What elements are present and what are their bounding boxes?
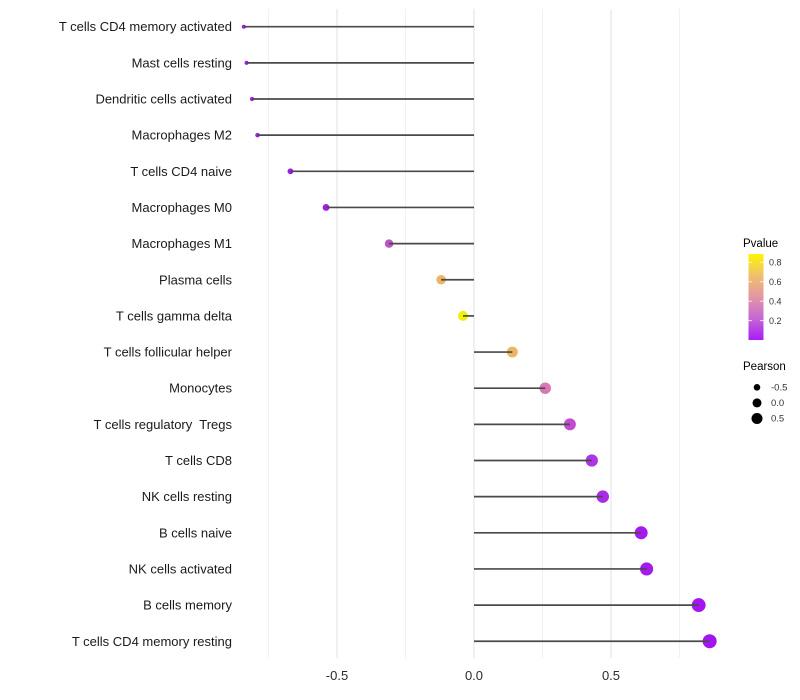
x-tick-label: 0.0 — [465, 668, 483, 683]
lollipop-dot — [322, 203, 330, 211]
pearson-legend-label: -0.5 — [771, 383, 787, 394]
pvalue-tick-label: 0.4 — [769, 296, 782, 306]
pearson-legend-dot — [752, 398, 762, 408]
y-axis-label: T cells regulatory Tregs — [94, 417, 233, 432]
y-axis-label: T cells CD4 memory resting — [72, 634, 232, 649]
pearson-legend-dot — [751, 413, 763, 424]
y-axis-label: Mast cells resting — [132, 55, 232, 70]
y-axis-label: Monocytes — [169, 381, 232, 396]
y-axis-label: T cells gamma delta — [116, 308, 233, 323]
pvalue-colorbar — [748, 254, 764, 340]
y-axis-label: Macrophages M0 — [132, 200, 232, 215]
pearson-legend-label: 0.0 — [771, 398, 784, 409]
y-axis-label: T cells CD8 — [165, 453, 232, 468]
x-tick-label: -0.5 — [326, 668, 348, 683]
pvalue-legend-title: Pvalue — [743, 238, 778, 250]
y-axis-label: Macrophages M1 — [132, 236, 232, 251]
y-axis-label: NK cells activated — [129, 561, 232, 576]
pearson-legend-dot — [753, 384, 761, 391]
pvalue-tick-label: 0.2 — [769, 316, 782, 326]
y-axis-label: Macrophages M2 — [132, 128, 232, 143]
y-axis-label: Plasma cells — [159, 272, 232, 287]
pvalue-tick-label: 0.8 — [769, 258, 782, 268]
pvalue-tick-label: 0.6 — [769, 277, 782, 287]
y-axis-label: B cells naive — [159, 525, 232, 540]
y-axis-label: B cells memory — [143, 598, 232, 613]
y-axis-label: NK cells resting — [142, 489, 232, 504]
pearson-legend-label: 0.5 — [771, 414, 784, 425]
pearson-legend-title: Pearson — [743, 361, 786, 373]
y-axis-label: T cells CD4 memory activated — [59, 19, 232, 34]
y-axis-label: Dendritic cells activated — [95, 92, 232, 107]
y-axis-label: T cells follicular helper — [104, 345, 233, 360]
y-axis-label: T cells CD4 naive — [130, 164, 232, 179]
x-tick-label: 0.5 — [602, 668, 620, 683]
